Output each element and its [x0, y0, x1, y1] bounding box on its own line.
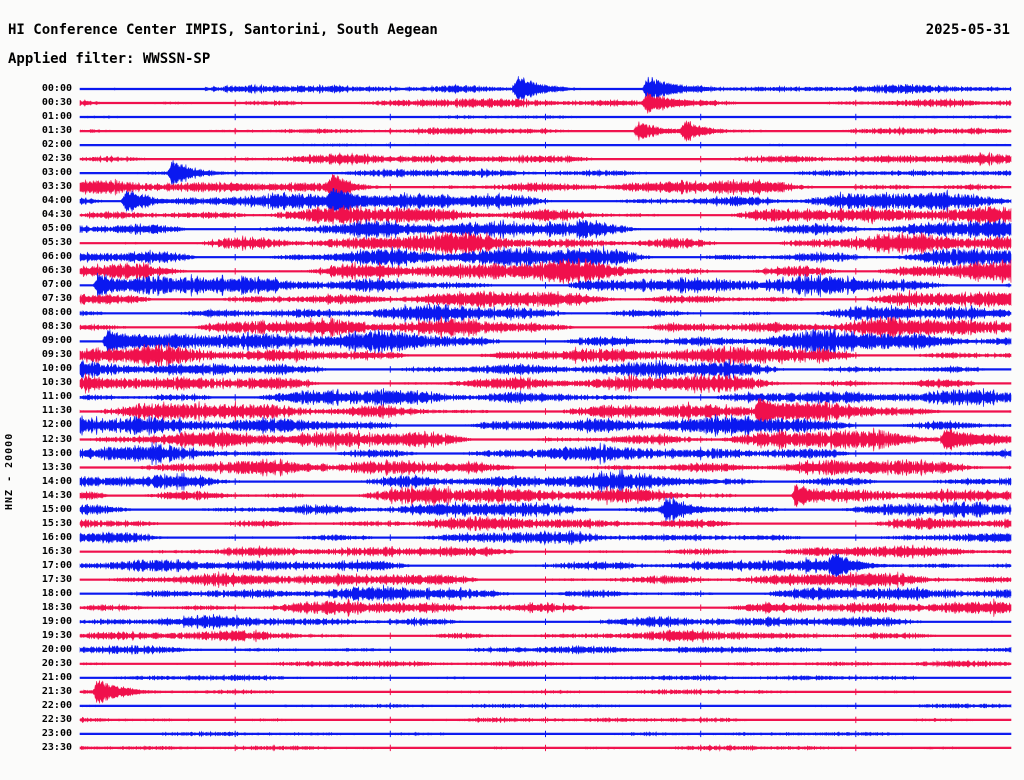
time-axis-label: 03:30 [41, 181, 72, 193]
time-axis-label: 02:30 [41, 153, 72, 165]
time-axis-label: 13:00 [41, 447, 72, 459]
time-axis-label: 05:00 [41, 223, 72, 235]
chart-header: HI Conference Center IMPIS, Santorini, S… [0, 0, 1024, 74]
time-axis-label: 13:30 [41, 461, 72, 473]
time-axis-label: 17:00 [41, 559, 72, 571]
time-axis-label: 01:30 [41, 125, 72, 137]
time-axis-label: 21:30 [41, 685, 72, 697]
time-axis-label: 22:30 [41, 713, 72, 725]
time-axis-label: 01:00 [41, 111, 72, 123]
time-axis-label: 03:00 [41, 167, 72, 179]
time-axis-label: 14:00 [41, 475, 72, 487]
time-axis-label: 06:00 [41, 251, 72, 263]
y-axis-label: HNZ - 20000 [4, 432, 15, 510]
time-axis-label: 15:30 [41, 517, 72, 529]
time-axis-label: 22:00 [41, 699, 72, 711]
time-axis-label: 08:30 [41, 321, 72, 333]
time-axis-label: 00:30 [41, 97, 72, 109]
time-axis-label: 16:00 [41, 531, 72, 543]
time-axis-label: 14:30 [41, 489, 72, 501]
record-date: 2025-05-31 [925, 22, 1010, 38]
page-title: HI Conference Center IMPIS, Santorini, S… [8, 22, 438, 38]
time-axis-label: 19:30 [41, 629, 72, 641]
time-axis-label: 12:00 [41, 419, 72, 431]
time-axis-label: 20:30 [41, 657, 72, 669]
time-axis-label: 21:00 [41, 671, 72, 683]
applied-filter-label: Applied filter: WWSSN-SP [8, 51, 211, 67]
time-axis-label: 18:00 [41, 587, 72, 599]
seismic-trace-canvas [79, 76, 1012, 752]
time-axis-label: 23:00 [41, 727, 72, 739]
time-axis-label: 20:00 [41, 643, 72, 655]
time-axis-label: 12:30 [41, 433, 72, 445]
time-axis-label: 09:30 [41, 349, 72, 361]
time-axis-label: 17:30 [41, 573, 72, 585]
time-axis-label: 10:30 [41, 377, 72, 389]
time-axis-label: 00:00 [41, 83, 72, 94]
time-axis-label: 08:00 [41, 307, 72, 319]
time-axis-label: 10:00 [41, 363, 72, 375]
time-axis-label: 07:00 [41, 279, 72, 291]
time-axis-label: 09:00 [41, 335, 72, 347]
time-axis-label: 23:30 [41, 741, 72, 753]
time-axis-label: 19:00 [41, 615, 72, 627]
time-axis-label: 04:00 [41, 195, 72, 207]
time-axis-label: 07:30 [41, 293, 72, 305]
helicorder-plot: 00:00 00:30 01:00 01:30 02:00 02:30 03:00 03:30… [0, 74, 1024, 780]
time-axis-label: 15:00 [41, 503, 72, 515]
time-axis: 00:00 00:30 01:00 01:30 02:00 02:30 03:00 03:30… [0, 74, 78, 780]
time-axis-label: 11:00 [41, 391, 72, 403]
time-axis-label: 04:30 [41, 209, 72, 221]
time-axis-label: 05:30 [41, 237, 72, 249]
time-axis-label: 11:30 [41, 405, 72, 417]
time-axis-label: 16:30 [41, 545, 72, 557]
time-axis-label: 18:30 [41, 601, 72, 613]
time-axis-label: 02:00 [41, 139, 72, 151]
time-axis-label: 06:30 [41, 265, 72, 277]
